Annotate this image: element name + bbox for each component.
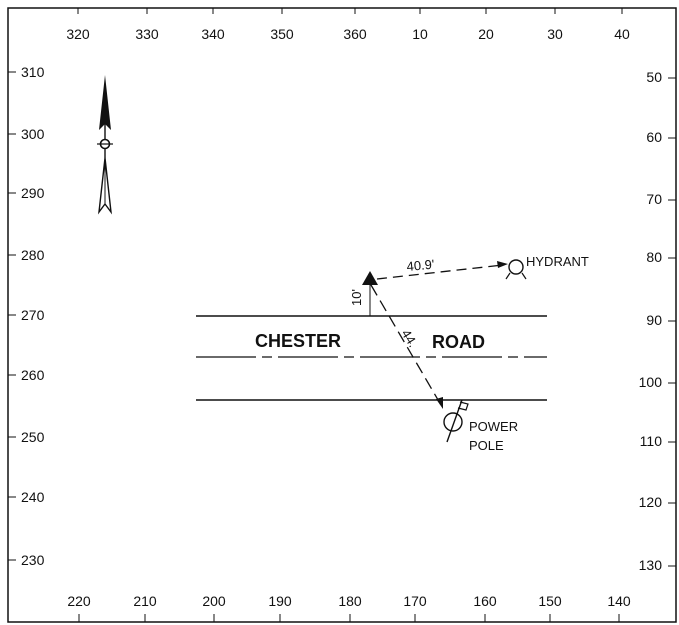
right-tick-label: 130	[639, 557, 663, 573]
left-tick-label: 310	[21, 64, 45, 80]
road: CHESTER ROAD	[196, 315, 547, 401]
power-pole-tie-line	[370, 284, 442, 406]
top-tick-label: 330	[135, 26, 159, 42]
bottom-tick-label: 200	[202, 593, 226, 609]
hydrant-label: HYDRANT	[526, 254, 589, 269]
street-name-chester: CHESTER	[255, 331, 341, 351]
top-tick-label: 320	[66, 26, 90, 42]
right-tick-label: 110	[640, 433, 663, 449]
power-pole-label-line2: POLE	[469, 438, 504, 453]
left-tick-label: 230	[21, 552, 45, 568]
arrowhead-icon	[497, 261, 508, 268]
right-tick-label: 80	[646, 249, 662, 265]
power-pole-label-line1: POWER	[469, 419, 518, 434]
hydrant-distance-label: 40.9'	[406, 257, 435, 274]
bottom-tick-label: 150	[538, 593, 562, 609]
right-tick-label: 120	[639, 494, 663, 510]
bottom-tick-label: 180	[338, 593, 362, 609]
power-pole-icon	[443, 399, 469, 443]
right-tick-label: 50	[646, 69, 662, 85]
offset-distance-label: 10'	[349, 289, 364, 306]
bottom-tick-label: 210	[133, 593, 157, 609]
bottom-tick-label: 140	[607, 593, 631, 609]
bottom-tick-label: 190	[268, 593, 292, 609]
hydrant-tie-line	[376, 264, 504, 280]
left-scale: 310 300 290 280 270 260 250 240 230	[8, 64, 45, 568]
map-border	[7, 7, 677, 623]
street-name-road: ROAD	[432, 332, 485, 352]
right-tick-label: 90	[646, 312, 662, 328]
left-tick-label: 250	[21, 429, 45, 445]
top-tick-label: 20	[478, 26, 494, 42]
top-tick-label: 40	[614, 26, 630, 42]
arrowhead-icon	[436, 397, 443, 409]
right-tick-label: 100	[639, 374, 663, 390]
left-tick-label: 300	[21, 126, 45, 142]
bottom-tick-label: 220	[67, 593, 91, 609]
top-tick-label: 30	[547, 26, 563, 42]
left-tick-label: 290	[21, 185, 45, 201]
left-tick-label: 240	[21, 489, 45, 505]
top-tick-label: 350	[270, 26, 294, 42]
top-tick-label: 340	[201, 26, 225, 42]
left-tick-label: 270	[21, 307, 45, 323]
top-tick-label: 360	[343, 26, 367, 42]
bottom-scale: 220 210 200 190 180 170 160 150 140	[67, 593, 631, 622]
left-tick-label: 280	[21, 247, 45, 263]
top-tick-label: 10	[412, 26, 428, 42]
bottom-tick-label: 170	[403, 593, 427, 609]
right-tick-label: 60	[646, 129, 662, 145]
bottom-tick-label: 160	[473, 593, 497, 609]
top-scale: 320 330 340 350 360 10 20 30 40	[66, 8, 630, 42]
left-tick-label: 260	[21, 367, 45, 383]
hydrant-icon	[505, 259, 527, 280]
power-pole-distance-label: 44.	[398, 327, 420, 350]
right-scale: 50 60 70 80 90 100 110 120 130	[639, 69, 676, 573]
right-tick-label: 70	[646, 191, 662, 207]
north-arrow-icon	[97, 75, 113, 215]
control-point-icon	[362, 271, 378, 316]
